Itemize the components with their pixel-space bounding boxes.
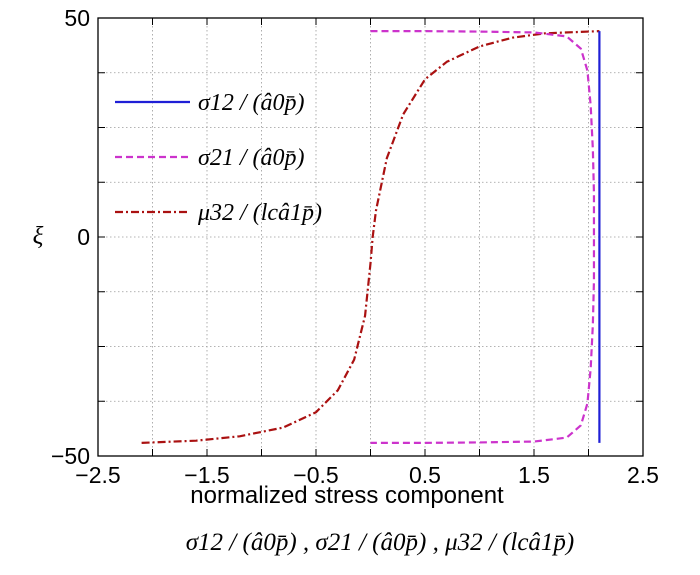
grid-layer: [97, 17, 644, 457]
x-axis-label: normalized stress component: [190, 482, 504, 509]
x-tick-label: 1.5: [518, 462, 550, 488]
y-tick-label: 0: [77, 224, 90, 250]
legend-label-1: σ12 / (â0p̄): [198, 90, 305, 116]
legend-label-2: σ21 / (â0p̄): [198, 145, 305, 171]
series-layer: [141, 30, 601, 444]
x-tick-label: −0.5: [293, 462, 338, 488]
x-tick-label: −1.5: [184, 462, 229, 488]
legend-label-3: μ32 / (lcâ1p̄): [197, 200, 322, 226]
y-tick-label: 50: [64, 5, 90, 31]
x-tick-label: 0.5: [409, 462, 441, 488]
legend: σ12 / (â0p̄) σ21 / (â0p̄) μ32 / (lcâ1p̄): [115, 90, 322, 226]
tick-layer: −2.5 −1.5 −0.5 0.5 1.5 2.5 −50 0 50: [51, 5, 659, 488]
y-axis-label: ξ: [33, 223, 44, 250]
x-tick-label: 2.5: [627, 462, 659, 488]
series-line-3: [141, 30, 600, 444]
y-tick-label: −50: [51, 443, 90, 469]
x-axis-sublabel: σ12 / (â0p̄) , σ21 / (â0p̄) , μ32 / (lcâ…: [186, 529, 575, 556]
x-tick-label: −2.5: [75, 462, 120, 488]
